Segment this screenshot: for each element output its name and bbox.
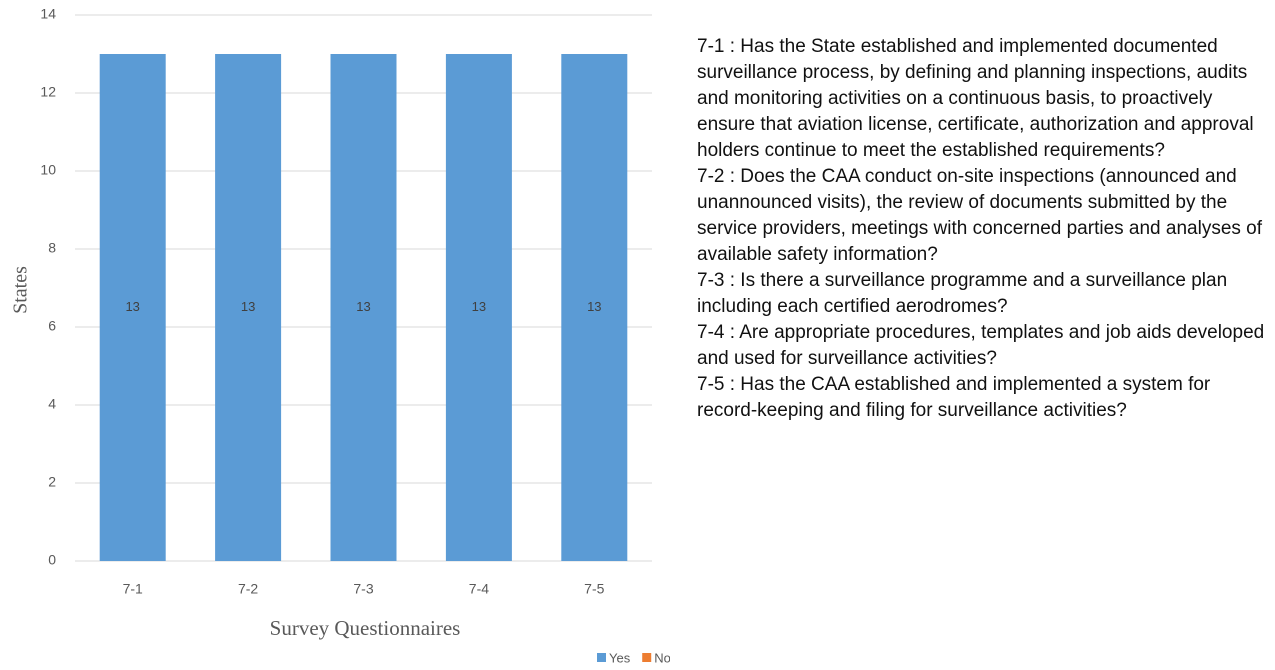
x-axis-title: Survey Questionnaires (270, 616, 461, 640)
data-label: 13 (472, 299, 486, 314)
bar (561, 54, 628, 561)
question-note: 7-4 : Are appropriate procedures, templa… (697, 322, 1265, 369)
bar (445, 54, 512, 561)
question-note: 7-2 : Does the CAA conduct on-site inspe… (697, 166, 1263, 265)
legend-label: No (654, 650, 670, 665)
x-tick-label: 7-5 (584, 581, 604, 597)
bar (330, 54, 397, 561)
legend-swatch (642, 653, 652, 662)
bar (215, 54, 282, 561)
y-tick-label: 10 (40, 162, 56, 178)
question-notes: 7-1 : Has the State established and impl… (697, 34, 1272, 424)
y-tick-label: 4 (48, 396, 56, 412)
legend-swatch (597, 653, 606, 662)
question-note: 7-3 : Is there a surveillance programme … (697, 270, 1228, 317)
y-tick-label: 0 (48, 552, 56, 568)
data-label: 13 (356, 299, 370, 314)
data-label: 13 (241, 299, 255, 314)
legend-label: Yes (609, 650, 631, 665)
chart: States Survey Questionnaires 0 2 4 6 8 10 12 14… (10, 6, 670, 666)
y-tick-label: 12 (40, 84, 56, 100)
x-tick-label: 7-4 (469, 581, 489, 597)
question-note: 7-5 : Has the CAA established and implem… (697, 374, 1211, 421)
data-label: 13 (125, 299, 139, 314)
y-tick-label: 6 (48, 318, 56, 334)
data-label: 13 (587, 299, 601, 314)
question-note: 7-1 : Has the State established and impl… (697, 36, 1254, 161)
y-tick-label: 2 (48, 474, 56, 490)
y-axis-title: States (10, 266, 32, 314)
x-tick-label: 7-2 (238, 581, 258, 597)
x-tick-label: 7-1 (123, 581, 143, 597)
bar (99, 54, 166, 561)
y-tick-label: 8 (48, 240, 56, 256)
y-tick-label: 14 (40, 6, 56, 22)
x-tick-label: 7-3 (353, 581, 373, 597)
